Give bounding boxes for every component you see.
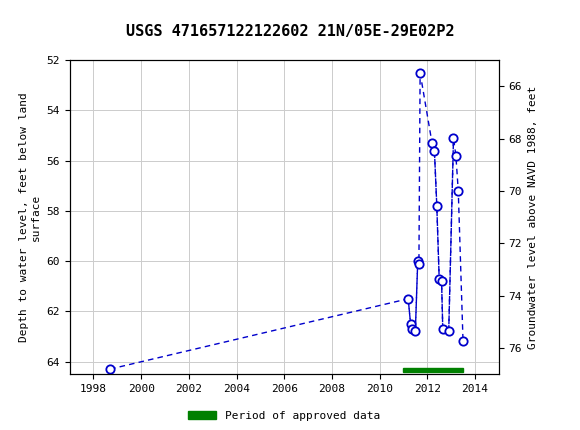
Y-axis label: Groundwater level above NAVD 1988, feet: Groundwater level above NAVD 1988, feet [528, 86, 538, 349]
Y-axis label: Depth to water level, feet below land
surface: Depth to water level, feet below land su… [19, 92, 41, 342]
Text: USGS 471657122122602 21N/05E-29E02P2: USGS 471657122122602 21N/05E-29E02P2 [126, 24, 454, 39]
Bar [404, 369, 463, 372]
Legend: Period of approved data: Period of approved data [184, 406, 385, 425]
Text: ≡USGS: ≡USGS [17, 10, 72, 28]
